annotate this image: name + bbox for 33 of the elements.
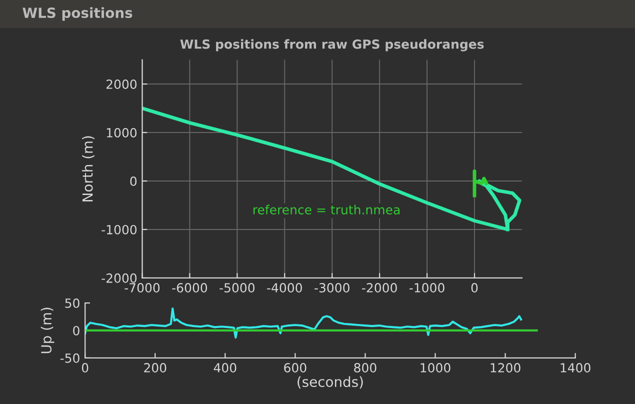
y-axis-title: Up (m) [40,308,54,354]
x-tick-label: -2000 [362,283,397,292]
x-tick-label: -7000 [124,283,160,292]
y-tick-label: 0 [73,326,80,336]
x-tick-label: 400 [214,363,236,372]
y-tick-label: 0 [130,176,137,186]
x-tick-label: 0 [82,363,88,372]
line-series [472,170,488,198]
x-tick-label: -5000 [220,283,255,292]
chart-title: WLS positions from raw GPS pseudoranges [180,39,484,52]
x-tick-label: -6000 [172,283,208,292]
y-tick-label: -50 [60,353,80,363]
x-tick-label: -4000 [267,283,302,292]
line-series [142,106,522,232]
x-tick-label: 1000 [420,363,450,372]
x-tick-label: 600 [284,363,306,372]
y-tick-label: 1000 [106,128,137,138]
y-tick-label: 2000 [106,80,137,89]
x-tick-label: 0 [471,283,478,292]
x-tick-label: 1200 [490,363,520,372]
annotation: reference = truth.nmea [253,204,400,214]
x-tick-label: 1400 [560,363,590,372]
x-tick-label: -1000 [409,283,444,292]
y-tick-label: -2000 [102,273,137,283]
text: WLS positions [22,7,132,21]
x-tick-label: 200 [144,363,166,372]
x-axis-title: (seconds) [298,376,363,389]
x-tick-label: -3000 [314,283,350,292]
line-series [85,307,522,339]
y-axis-title: North (m) [82,136,94,202]
y-tick-label: 50 [65,298,80,308]
y-tick-label: -1000 [102,224,137,234]
x-tick-label: 800 [354,363,376,372]
